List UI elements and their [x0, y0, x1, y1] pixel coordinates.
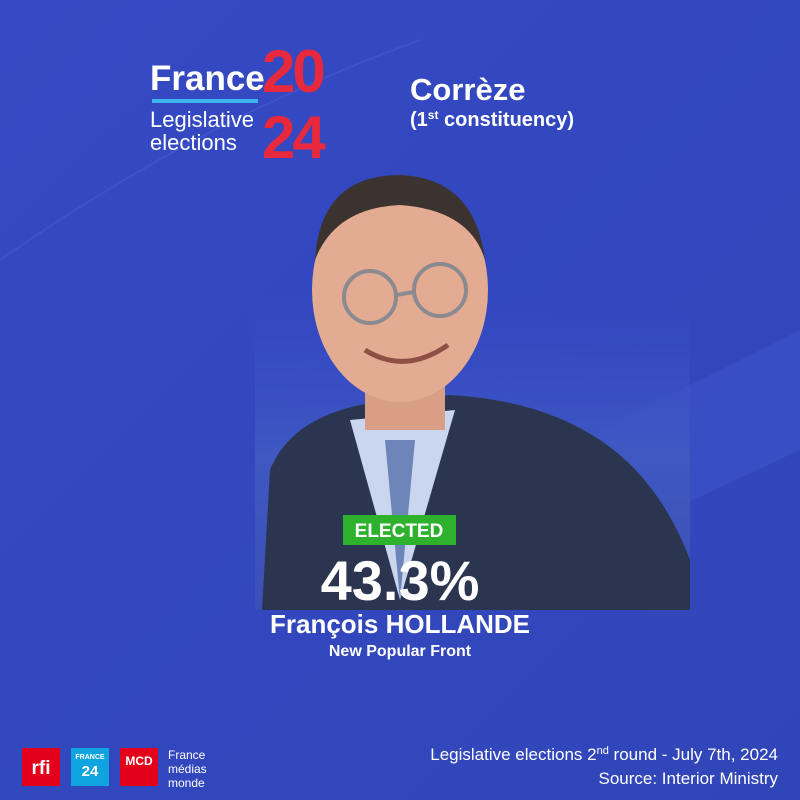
elected-label: ELECTED: [355, 521, 444, 542]
fmm-text: France: [168, 748, 206, 762]
brand-underline: [152, 99, 258, 103]
candidate-name: François HOLLANDE: [270, 609, 530, 639]
mcd-text: MCD: [125, 754, 153, 768]
constituency-text: (1: [410, 109, 428, 131]
brand: France: [150, 59, 265, 98]
france24-text: 24: [82, 763, 99, 780]
footer-text: Legislative elections 2: [430, 745, 596, 764]
footer-text: round - July 7th, 2024: [609, 745, 778, 764]
superscript: nd: [597, 745, 609, 757]
year-top: 20: [262, 38, 323, 105]
france24-logo: [71, 748, 109, 786]
constituency: (1st constituency): [410, 108, 574, 131]
fmm-text: médias: [168, 762, 207, 776]
footer-source: Source: Interior Ministry: [599, 769, 779, 788]
mcd-logo: [120, 748, 158, 786]
year-bottom: 24: [262, 104, 326, 171]
decor-curve: [0, 39, 421, 261]
subtitle: Legislative: [150, 107, 254, 132]
rfi-logo: [22, 748, 60, 786]
department: Corrèze: [410, 72, 525, 107]
rfi-text: rfi: [32, 758, 51, 779]
percentage: 43.3%: [321, 549, 480, 612]
france24-text: FRANCE: [75, 754, 104, 761]
constituency-text: constituency): [438, 109, 574, 131]
footer-date: Legislative elections 2nd round - July 7…: [430, 745, 778, 764]
party: New Popular Front: [329, 643, 472, 660]
fmm-text: monde: [168, 776, 205, 790]
subtitle: elections: [150, 130, 237, 155]
superscript: st: [428, 108, 439, 122]
elected-badge: [343, 515, 456, 545]
